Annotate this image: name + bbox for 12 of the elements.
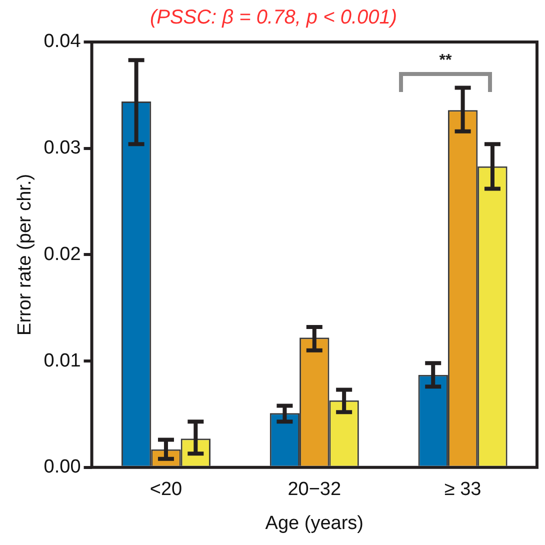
x-tick-label: <20 [150,479,182,500]
y-tick-label: 0.02 [44,244,81,265]
y-tick-label: 0.03 [44,138,81,159]
x-axis-title: Age (years) [265,512,364,534]
x-tick-label: ≥ 33 [444,479,482,500]
y-tick-label: 0.04 [44,31,82,52]
x-tick-label: 20−32 [288,479,342,500]
y-tick-label: 0.00 [44,456,81,478]
y-axis-title: Error rate (per chr.) [14,174,36,336]
chart-title: (PSSC: β = 0.78, p < 0.001) [150,6,398,29]
y-tick-label: 0.01 [44,350,81,372]
annotation: ** [439,52,452,70]
